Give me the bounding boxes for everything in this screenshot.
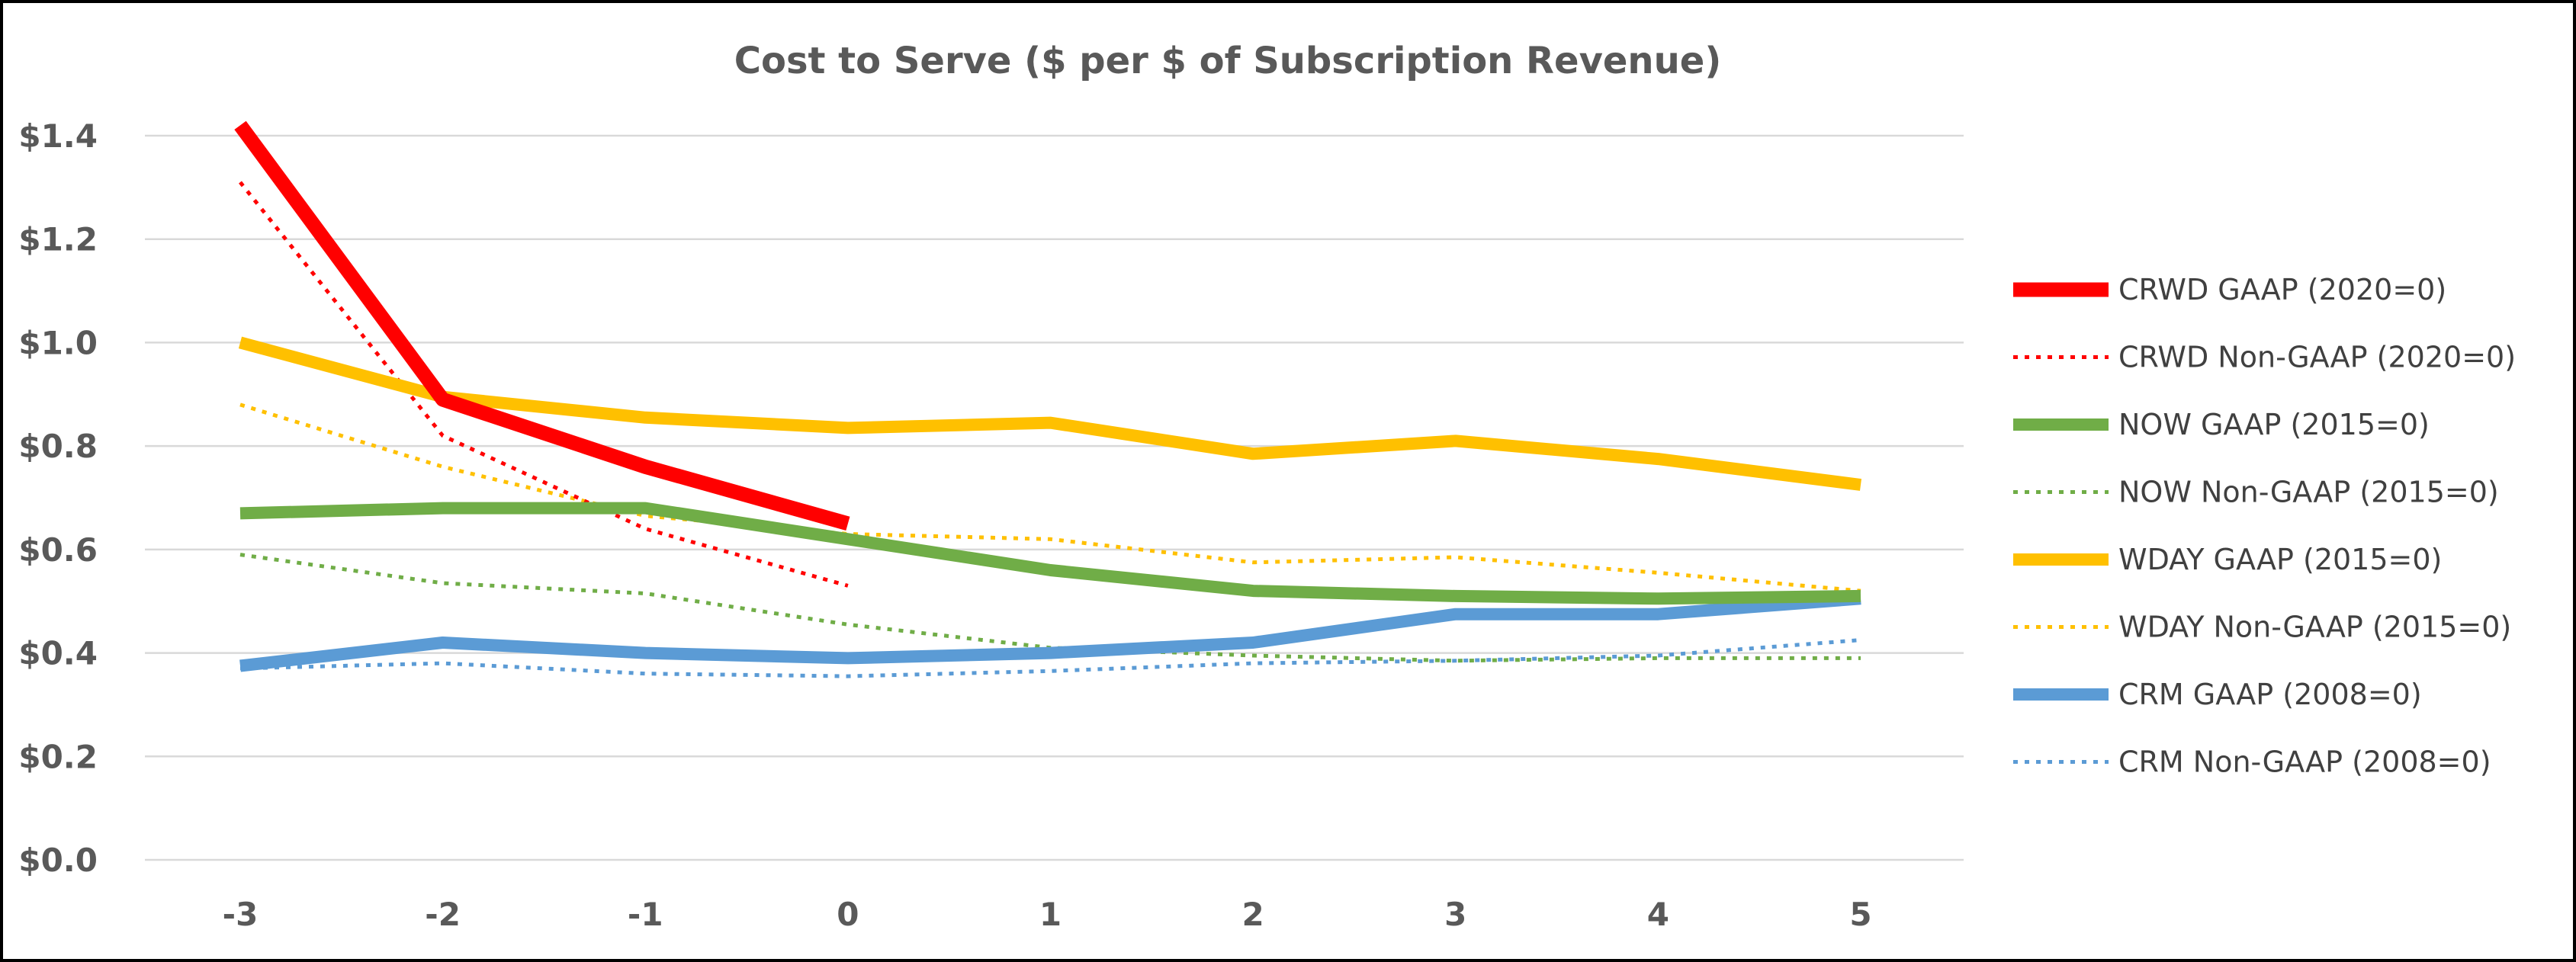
x-tick-label: 4 bbox=[1647, 896, 1669, 933]
series-lines bbox=[234, 120, 1862, 678]
legend-label: CRM Non-GAAP (2008=0) bbox=[2118, 746, 2491, 779]
series-line-crwd-non-gaap bbox=[239, 181, 849, 588]
legend-label: CRM GAAP (2008=0) bbox=[2118, 678, 2422, 711]
legend-label: CRWD GAAP (2020=0) bbox=[2118, 273, 2446, 306]
x-tick-label: 0 bbox=[837, 896, 859, 933]
y-axis-ticks: $0.0 $0.2 $0.4 $0.6 $0.8 $1.0 $1.2 $1.4 bbox=[18, 117, 98, 879]
y-tick-label: $0.8 bbox=[18, 428, 98, 465]
y-tick-label: $0.4 bbox=[18, 635, 98, 672]
x-tick-label: 1 bbox=[1039, 896, 1062, 933]
legend: CRWD GAAP (2020=0) CRWD Non-GAAP (2020=0)… bbox=[2013, 273, 2516, 779]
series-line-now-gaap bbox=[239, 502, 1861, 605]
x-tick-label: -1 bbox=[628, 896, 663, 933]
y-tick-label: $1.0 bbox=[18, 324, 98, 361]
x-tick-label: -3 bbox=[223, 896, 259, 933]
y-tick-label: $0.6 bbox=[18, 531, 98, 569]
gridlines bbox=[145, 134, 1964, 861]
chart-title: Cost to Serve ($ per $ of Subscription R… bbox=[734, 40, 1722, 82]
series-line-wday-gaap bbox=[238, 336, 1862, 491]
y-tick-label: $0.0 bbox=[18, 842, 98, 879]
x-tick-label: 5 bbox=[1849, 896, 1871, 933]
x-tick-label: -2 bbox=[425, 896, 461, 933]
x-axis-ticks: -3 -2 -1 0 1 2 3 4 5 bbox=[223, 896, 1872, 933]
y-tick-label: $1.4 bbox=[18, 117, 98, 155]
series-line-crwd-gaap bbox=[234, 120, 850, 531]
legend-label: WDAY GAAP (2015=0) bbox=[2118, 543, 2442, 576]
legend-label: WDAY Non-GAAP (2015=0) bbox=[2118, 611, 2511, 644]
series-line-crm-gaap bbox=[239, 592, 1861, 672]
series-line-wday-non-gaap bbox=[239, 402, 1861, 593]
legend-label: CRWD Non-GAAP (2020=0) bbox=[2118, 341, 2516, 374]
series-line-crm-non-gaap bbox=[239, 638, 1861, 678]
x-tick-label: 3 bbox=[1444, 896, 1466, 933]
y-tick-label: $0.2 bbox=[18, 738, 98, 775]
y-tick-label: $1.2 bbox=[18, 221, 98, 258]
x-tick-label: 2 bbox=[1242, 896, 1264, 933]
legend-label: NOW GAAP (2015=0) bbox=[2118, 408, 2430, 441]
legend-label: NOW Non-GAAP (2015=0) bbox=[2118, 476, 2499, 509]
